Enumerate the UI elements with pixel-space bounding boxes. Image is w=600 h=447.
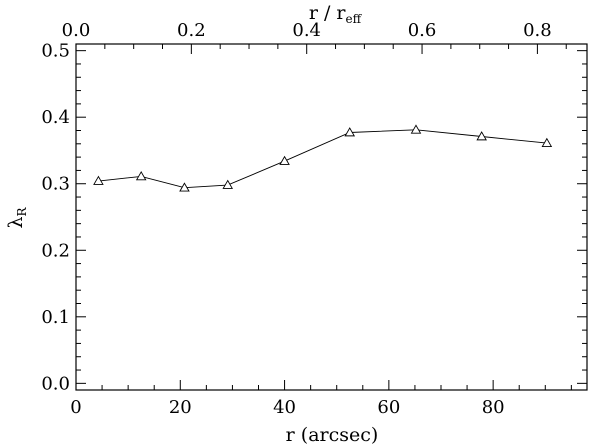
top-tick-label: 0.8 — [523, 20, 552, 41]
series-layer — [93, 124, 553, 192]
x-axis-title: r (arcsec) — [286, 424, 379, 446]
top-tick-label: 0.4 — [292, 20, 321, 41]
data-point-triangle — [541, 137, 553, 147]
top-tick-label: 0.2 — [177, 20, 206, 41]
data-point-triangle — [344, 127, 356, 137]
top-tick-label: 0.6 — [408, 20, 437, 41]
y-axis-title-main: λ — [5, 217, 27, 229]
y-axis-title: λR — [5, 207, 29, 229]
data-point-triangle — [279, 155, 290, 165]
x-tick-label: 0 — [70, 397, 81, 418]
y-axis-title-subscript: R — [15, 207, 29, 217]
data-point-triangle — [93, 175, 104, 185]
data-point-triangle — [222, 179, 234, 189]
y-tick-label: 0.5 — [41, 41, 70, 62]
top-axis-title-subscript: eff — [346, 12, 363, 26]
tick-labels-layer: 0 20 40 60 80 0.0 0.2 0.4 0.6 0.8 0.0 0.1 0.2 0.3 0.4 0… — [41, 20, 551, 418]
ticks-layer — [75, 44, 587, 390]
top-axis-title-main: r / r — [309, 2, 347, 24]
top-axis-title: r / reff — [309, 2, 363, 26]
data-point-triangle — [135, 171, 147, 181]
data-point-triangle — [410, 124, 422, 134]
x-tick-label: 80 — [482, 397, 505, 418]
x-tick-label: 20 — [169, 397, 192, 418]
x-tick-label: 60 — [377, 397, 400, 418]
y-tick-label: 0.3 — [41, 174, 70, 195]
y-tick-label: 0.4 — [41, 107, 70, 128]
y-tick-label: 0.0 — [41, 373, 70, 394]
plot-frame — [75, 43, 588, 391]
data-point-triangle — [476, 131, 487, 141]
y-tick-label: 0.2 — [41, 240, 70, 261]
y-tick-label: 0.1 — [41, 307, 70, 328]
data-point-triangle — [179, 182, 190, 192]
top-tick-label: 0.0 — [62, 20, 91, 41]
x-tick-label: 40 — [273, 397, 296, 418]
